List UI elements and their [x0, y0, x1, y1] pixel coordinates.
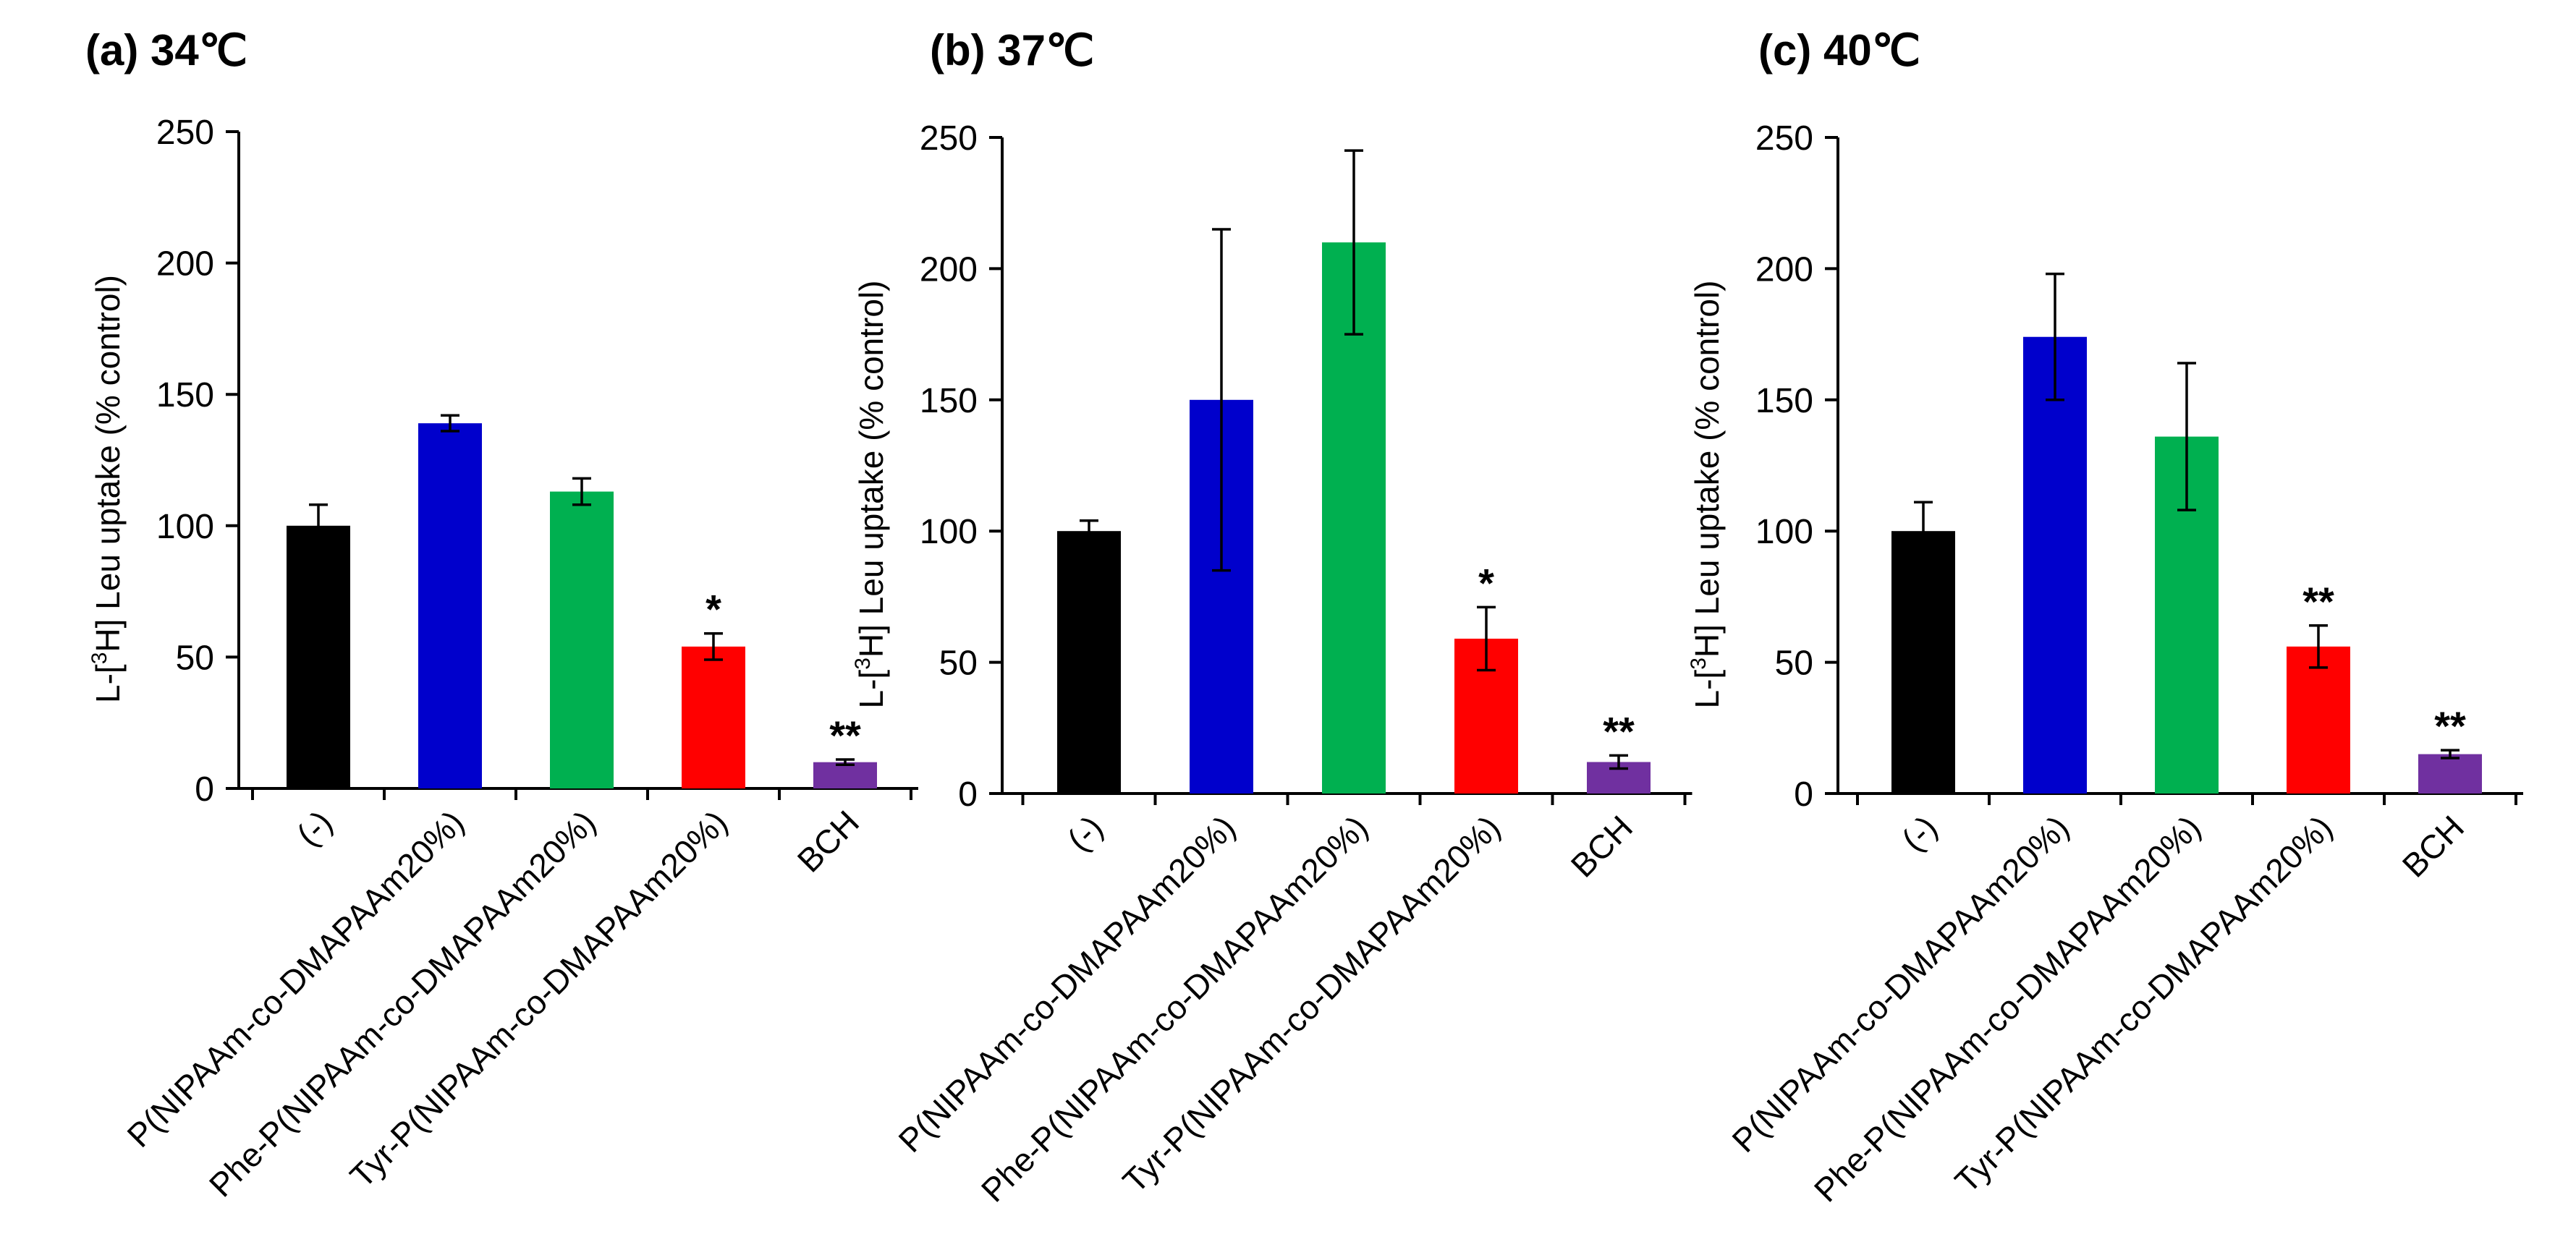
y-axis-label-suffix: H] Leu uptake (% control): [89, 275, 127, 652]
y-tick-label: 100: [156, 508, 214, 546]
y-tick-label: 200: [920, 250, 978, 289]
significance-marker: *: [706, 587, 721, 632]
y-axis-label-prefix: L-[: [89, 664, 127, 703]
y-tick-label: 250: [156, 114, 214, 152]
y-axis-label: L-[3H] Leu uptake (% control): [1687, 281, 1726, 709]
y-tick-label: 200: [1755, 250, 1813, 289]
chart-panel-1: (b) 37℃ 0 50 100 150 200 250 L-[3H] Leu uptake …: [851, 26, 1692, 1209]
y-tick-label: 200: [156, 245, 214, 284]
y-axis-label-superscript: 3: [851, 658, 875, 670]
significance-marker: **: [829, 712, 861, 758]
y-tick-label: 0: [958, 775, 978, 814]
y-tick-label: 50: [176, 639, 214, 677]
y-axis-label: L-[3H] Leu uptake (% control): [88, 275, 127, 703]
y-tick-label: 50: [939, 644, 978, 683]
panel-title: (c) 40℃: [1758, 26, 1920, 75]
bar: [550, 491, 614, 788]
bar: [682, 646, 745, 788]
x-category-label: (-): [289, 803, 339, 853]
y-axis-label-suffix: H] Leu uptake (% control): [1688, 281, 1726, 658]
x-category-label: BCH: [1564, 808, 1640, 884]
bar: [1057, 531, 1121, 794]
x-category-label: BCH: [2395, 808, 2471, 884]
y-axis-label-prefix: L-[: [852, 670, 890, 709]
bar: [2287, 646, 2350, 794]
y-tick-label: 150: [920, 382, 978, 420]
y-tick-label: 0: [195, 770, 214, 809]
y-tick-label: 50: [1775, 644, 1813, 683]
panel-title: (a) 34℃: [85, 26, 247, 75]
y-axis-label-suffix: H] Leu uptake (% control): [852, 281, 890, 658]
bar: [2418, 754, 2482, 794]
significance-marker: **: [1603, 708, 1635, 754]
y-axis-label-prefix: L-[: [1688, 670, 1726, 709]
chart-panel-2: (c) 40℃ 0 50 100 150 200 250 L-[3H] Leu uptake …: [1687, 26, 2523, 1209]
y-tick-label: 100: [920, 513, 978, 551]
y-axis-label-superscript: 3: [88, 652, 111, 665]
y-tick-label: 100: [1755, 513, 1813, 551]
panel-title: (b) 37℃: [930, 26, 1094, 75]
y-tick-label: 0: [1794, 775, 1813, 814]
y-axis-label: L-[3H] Leu uptake (% control): [851, 281, 890, 709]
y-tick-label: 250: [1755, 119, 1813, 158]
significance-marker: **: [2302, 579, 2334, 624]
bar: [1891, 531, 1955, 794]
bar: [418, 423, 482, 788]
y-tick-label: 150: [1755, 382, 1813, 420]
x-category-label: (-): [1894, 808, 1944, 858]
bar: [2023, 336, 2087, 794]
x-category-label: BCH: [790, 803, 866, 879]
significance-marker: **: [2434, 703, 2466, 749]
y-tick-label: 250: [920, 119, 978, 158]
x-category-label: (-): [1060, 808, 1110, 858]
y-tick-label: 150: [156, 376, 214, 414]
y-axis-label-superscript: 3: [1687, 658, 1711, 670]
significance-marker: *: [1478, 560, 1494, 605]
bar: [287, 525, 350, 788]
bar: [813, 762, 877, 788]
